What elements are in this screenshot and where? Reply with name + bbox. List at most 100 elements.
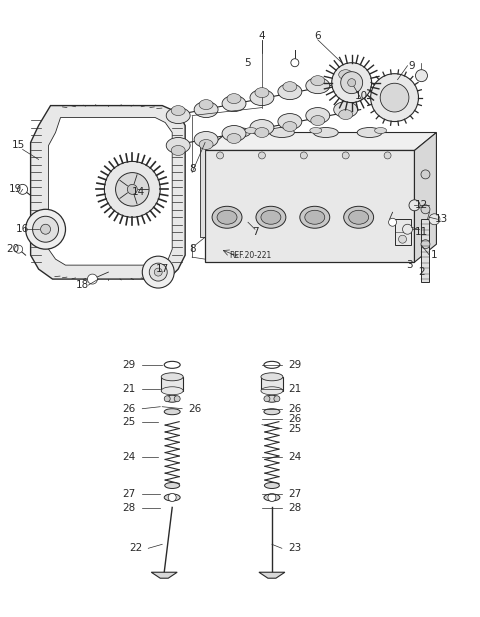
Text: 28: 28: [288, 503, 301, 513]
Ellipse shape: [174, 395, 180, 402]
Text: 8: 8: [189, 164, 195, 175]
Circle shape: [429, 213, 440, 225]
Circle shape: [409, 200, 420, 211]
Polygon shape: [200, 146, 205, 237]
Circle shape: [258, 152, 265, 159]
Circle shape: [41, 224, 50, 234]
Circle shape: [142, 256, 174, 288]
Text: 6: 6: [314, 31, 321, 41]
Ellipse shape: [161, 373, 183, 381]
Text: 2: 2: [418, 267, 425, 277]
Ellipse shape: [264, 494, 280, 501]
Circle shape: [389, 218, 396, 226]
Text: 25: 25: [288, 424, 301, 434]
Text: 26: 26: [288, 404, 301, 414]
Ellipse shape: [265, 395, 279, 402]
Circle shape: [168, 494, 176, 502]
Ellipse shape: [311, 76, 325, 86]
Text: 27: 27: [122, 489, 135, 499]
Ellipse shape: [357, 128, 382, 138]
Circle shape: [384, 152, 391, 159]
Ellipse shape: [261, 210, 281, 224]
Ellipse shape: [164, 395, 170, 402]
Ellipse shape: [194, 131, 218, 147]
Text: 29: 29: [122, 360, 135, 370]
Ellipse shape: [274, 395, 280, 402]
Polygon shape: [421, 219, 430, 282]
Circle shape: [149, 263, 167, 281]
Ellipse shape: [264, 408, 280, 415]
Ellipse shape: [222, 125, 246, 141]
Ellipse shape: [212, 206, 242, 228]
Circle shape: [348, 78, 356, 86]
Circle shape: [371, 73, 419, 122]
Text: 5: 5: [245, 58, 252, 68]
Polygon shape: [259, 572, 285, 578]
Text: 4: 4: [259, 31, 265, 41]
Ellipse shape: [339, 110, 353, 120]
Ellipse shape: [255, 128, 269, 138]
Ellipse shape: [226, 128, 251, 138]
Ellipse shape: [261, 387, 283, 395]
Text: 14: 14: [132, 188, 145, 197]
Ellipse shape: [256, 206, 286, 228]
Text: 13: 13: [435, 214, 448, 224]
Text: 26: 26: [122, 404, 135, 414]
Circle shape: [342, 152, 349, 159]
Text: 28: 28: [122, 503, 135, 513]
Ellipse shape: [311, 115, 325, 125]
Ellipse shape: [255, 88, 269, 97]
Ellipse shape: [222, 96, 246, 112]
Text: 27: 27: [288, 489, 301, 499]
Circle shape: [398, 235, 407, 243]
Circle shape: [341, 72, 363, 94]
Text: 20: 20: [6, 244, 19, 254]
Polygon shape: [205, 133, 436, 151]
Circle shape: [216, 152, 224, 159]
Ellipse shape: [250, 120, 274, 136]
Ellipse shape: [245, 128, 257, 133]
FancyBboxPatch shape: [161, 377, 183, 391]
Ellipse shape: [269, 128, 294, 138]
Ellipse shape: [261, 373, 283, 381]
Ellipse shape: [300, 206, 330, 228]
Text: 25: 25: [122, 416, 135, 427]
Ellipse shape: [161, 387, 183, 395]
Ellipse shape: [165, 395, 179, 402]
Ellipse shape: [313, 128, 338, 138]
Ellipse shape: [264, 482, 279, 489]
Polygon shape: [205, 151, 415, 262]
Text: 29: 29: [288, 360, 301, 370]
Ellipse shape: [264, 362, 280, 368]
Ellipse shape: [310, 128, 322, 133]
Ellipse shape: [306, 107, 330, 123]
Polygon shape: [31, 106, 185, 279]
Text: 1: 1: [431, 250, 438, 260]
Ellipse shape: [334, 72, 358, 88]
Text: 18: 18: [76, 280, 89, 290]
Circle shape: [18, 184, 28, 194]
Circle shape: [33, 217, 59, 242]
Circle shape: [421, 205, 430, 213]
Text: 9: 9: [408, 60, 415, 71]
Circle shape: [154, 268, 162, 276]
Circle shape: [300, 152, 307, 159]
Ellipse shape: [283, 122, 297, 131]
Text: 8: 8: [189, 244, 195, 254]
Text: 11: 11: [415, 227, 428, 237]
Ellipse shape: [305, 210, 325, 224]
Circle shape: [403, 224, 412, 234]
Circle shape: [104, 162, 160, 217]
Circle shape: [291, 59, 299, 67]
Ellipse shape: [217, 210, 237, 224]
FancyBboxPatch shape: [395, 219, 410, 245]
Ellipse shape: [166, 138, 190, 154]
Ellipse shape: [164, 362, 180, 368]
Circle shape: [421, 239, 430, 249]
Ellipse shape: [250, 89, 274, 106]
Ellipse shape: [348, 210, 369, 224]
Ellipse shape: [171, 146, 185, 155]
Ellipse shape: [164, 494, 180, 501]
Text: 3: 3: [406, 260, 413, 270]
Circle shape: [380, 83, 409, 112]
